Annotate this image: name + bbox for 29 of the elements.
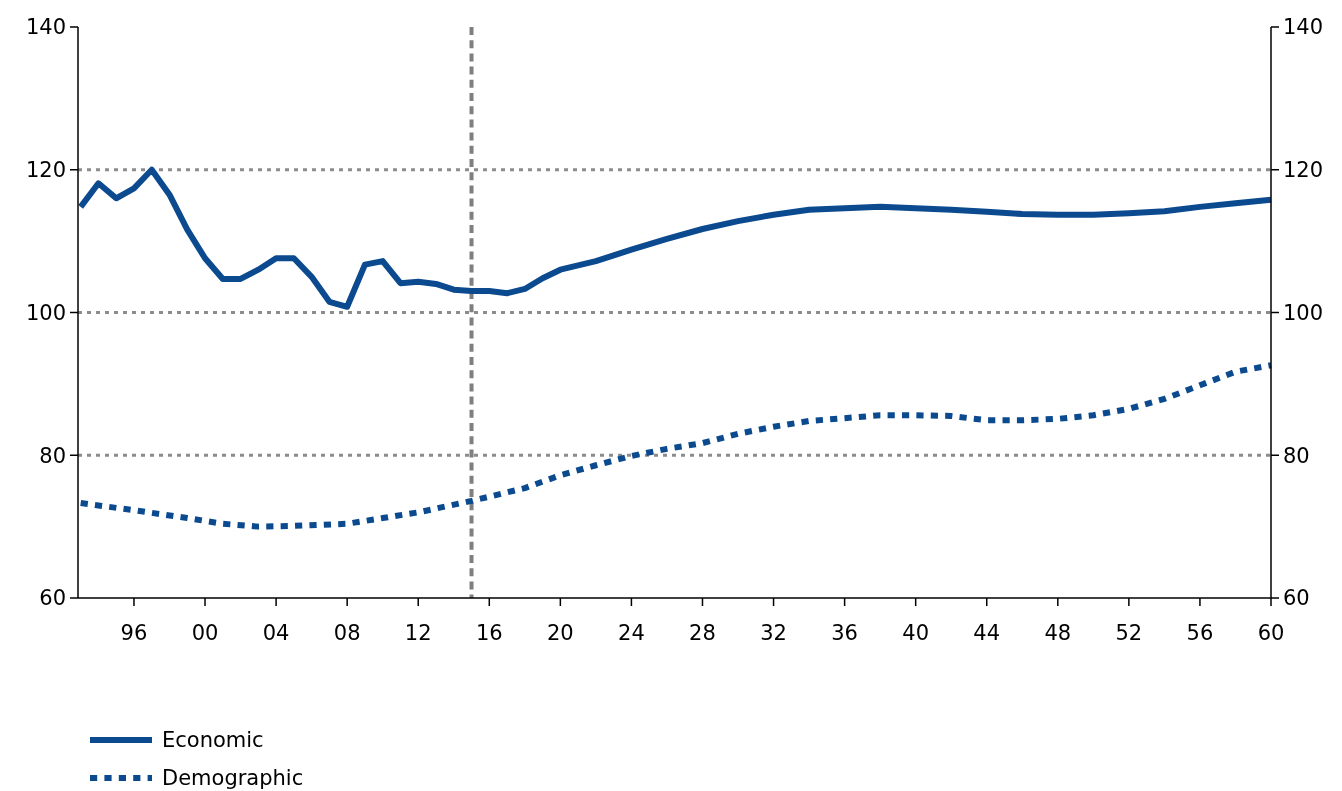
- y-tick-label: 120: [25, 158, 66, 183]
- y-tick-label: 60: [39, 586, 66, 611]
- y2-tick-label: 60: [1283, 586, 1310, 611]
- y2-tick-label: 100: [1283, 300, 1324, 325]
- x-tick-label: 56: [1186, 621, 1214, 645]
- y-tick-label: 100: [25, 300, 66, 325]
- y-tick-label: 80: [39, 443, 66, 468]
- x-tick-label: 60: [1257, 621, 1285, 645]
- x-tick-label: 12: [404, 621, 432, 645]
- x-tick-label: 52: [1115, 621, 1143, 645]
- x-tick-label: 44: [973, 621, 1001, 645]
- x-tick-label: 36: [831, 621, 858, 645]
- y2-tick-label: 140: [1283, 15, 1324, 40]
- x-tick-label: 28: [689, 621, 716, 645]
- y2-tick-label: 120: [1283, 158, 1324, 183]
- x-tick-label: 16: [475, 621, 503, 645]
- y-tick-label: 140: [25, 15, 66, 40]
- x-tick-label: 96: [120, 621, 148, 645]
- x-tick-label: 24: [618, 621, 645, 645]
- legend-label: Economic: [162, 728, 264, 753]
- x-tick-label: 40: [902, 621, 930, 645]
- x-tick-label: 04: [262, 621, 290, 645]
- x-tick-label: 20: [546, 621, 574, 645]
- x-tick-label: 08: [333, 621, 361, 645]
- legend-label: Demographic: [162, 766, 304, 791]
- y2-tick-label: 80: [1283, 443, 1310, 468]
- x-tick-label: 00: [191, 621, 219, 645]
- x-tick-label: 32: [760, 621, 787, 645]
- x-tick-label: 48: [1044, 621, 1072, 645]
